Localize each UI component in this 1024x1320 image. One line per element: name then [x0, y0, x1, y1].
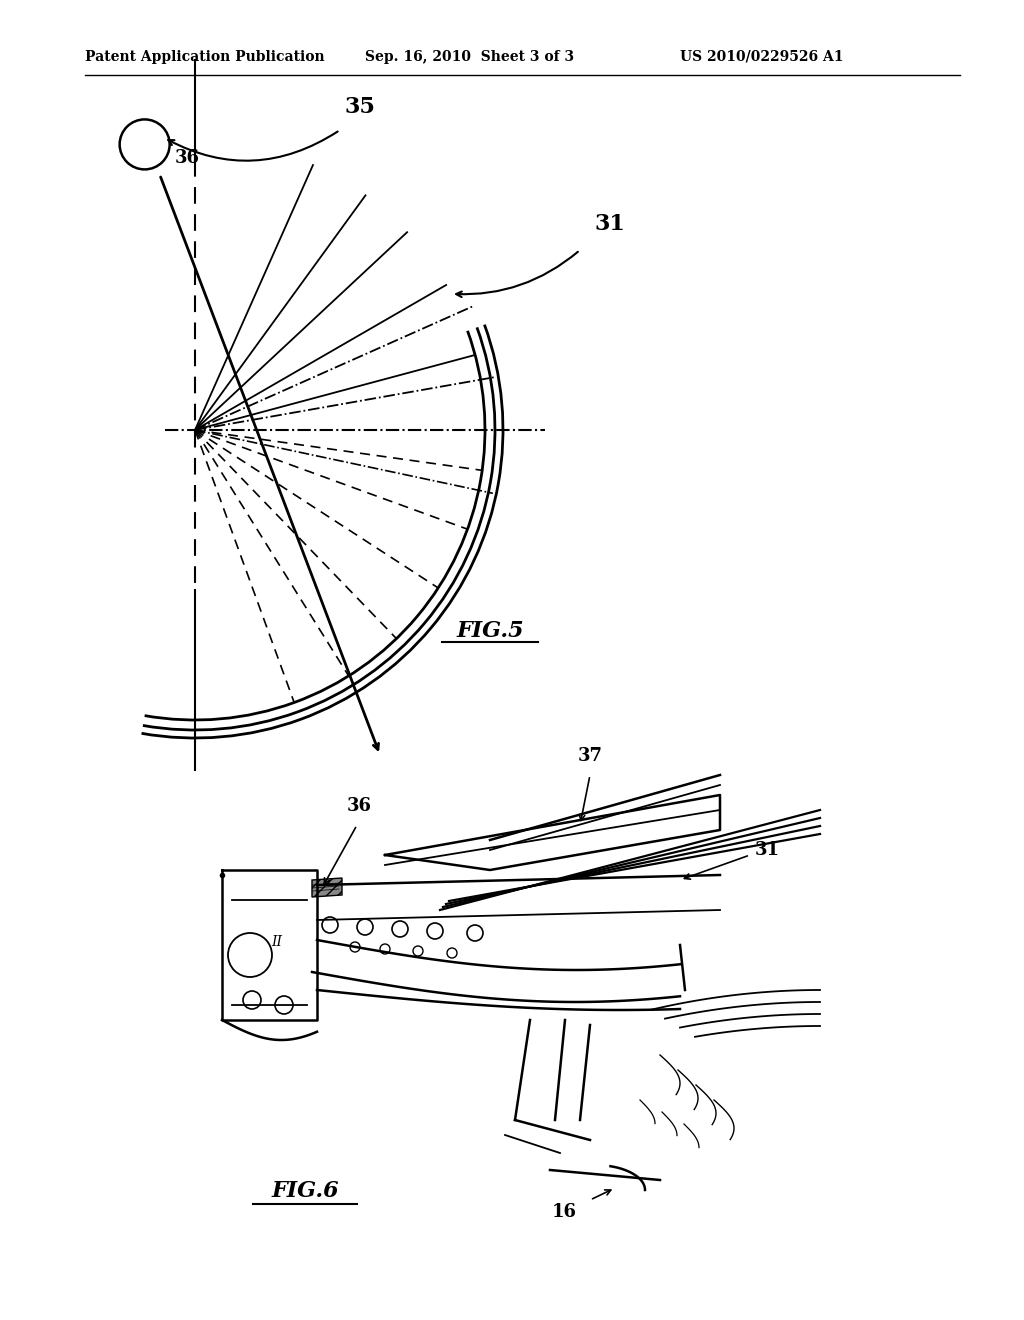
Text: FIG.5: FIG.5	[456, 620, 524, 642]
Text: 31: 31	[595, 213, 626, 235]
Text: 36: 36	[346, 797, 372, 814]
Text: 35: 35	[345, 96, 376, 117]
Text: FIG.6: FIG.6	[271, 1180, 339, 1203]
Text: II: II	[271, 935, 283, 949]
Text: 16: 16	[552, 1203, 577, 1221]
Text: US 2010/0229526 A1: US 2010/0229526 A1	[680, 50, 844, 63]
Text: 36: 36	[175, 149, 200, 168]
Polygon shape	[312, 878, 342, 898]
Text: 31: 31	[755, 841, 780, 859]
Text: Sep. 16, 2010  Sheet 3 of 3: Sep. 16, 2010 Sheet 3 of 3	[365, 50, 574, 63]
Text: Patent Application Publication: Patent Application Publication	[85, 50, 325, 63]
Text: 37: 37	[578, 747, 602, 766]
